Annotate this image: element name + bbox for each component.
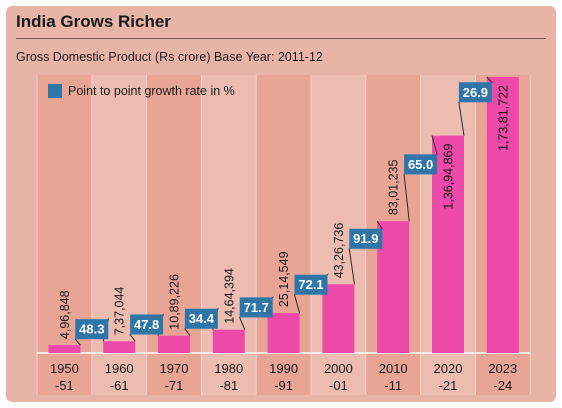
- growth-rate-label: 91.9: [353, 231, 378, 246]
- bar-value-label: 7,37,044: [113, 287, 127, 336]
- legend-label-growth: Point to point growth rate in %: [68, 84, 235, 98]
- x-tick-label: -81: [219, 378, 238, 393]
- x-tick-label: 2010: [379, 361, 408, 376]
- gdp-bar: [103, 341, 136, 353]
- growth-rate-label: 34.4: [189, 311, 215, 326]
- growth-rate-box: [184, 308, 218, 329]
- gdp-bar: [267, 313, 300, 353]
- x-tick-label: -01: [329, 378, 348, 393]
- x-tick-label: -71: [165, 378, 184, 393]
- growth-rate-box: [239, 297, 273, 318]
- bar-value-label: 14,64,394: [222, 268, 236, 324]
- x-tick-label: 1960: [105, 361, 134, 376]
- growth-rate-label: 48.3: [79, 322, 104, 337]
- bar-value-label: 1,36,94,869: [442, 144, 456, 210]
- growth-rate-label: 72.1: [298, 277, 323, 292]
- growth-rate-label: 65.0: [408, 157, 433, 172]
- growth-rate-label: 47.8: [134, 317, 159, 332]
- bar-value-label: 10,89,226: [168, 274, 182, 330]
- x-tick-label: -51: [55, 378, 74, 393]
- bar-value-label: 83,01,235: [387, 160, 401, 216]
- gdp-bar: [432, 135, 464, 353]
- title-divider: [16, 38, 546, 39]
- gdp-bar: [48, 345, 81, 353]
- gdp-bar: [486, 77, 519, 353]
- x-tick-label: 2020: [434, 361, 463, 376]
- x-tick-label: -21: [439, 378, 458, 393]
- growth-rate-label: 26.9: [463, 85, 488, 100]
- x-tick-label: 2023: [488, 361, 517, 376]
- gdp-bar: [212, 329, 245, 353]
- growth-rate-box: [349, 228, 383, 249]
- x-tick-label: -24: [493, 378, 512, 393]
- growth-rate-box: [75, 319, 109, 340]
- x-tick-label: 1970: [160, 361, 189, 376]
- chart-subtitle: Gross Domestic Product (Rs crore) Base Y…: [16, 50, 323, 64]
- x-tick-label: 1990: [269, 361, 298, 376]
- bar-value-label: 43,26,736: [332, 223, 346, 279]
- x-tick-label: 2000: [324, 361, 353, 376]
- growth-rate-box: [458, 82, 492, 103]
- gdp-bar: [322, 284, 355, 353]
- chart-title: India Grows Richer: [16, 12, 171, 31]
- gdp-bar: [158, 335, 190, 353]
- x-tick-label: -91: [274, 378, 293, 393]
- legend-swatch-growth: [48, 84, 62, 98]
- bar-value-label: 4,96,848: [58, 290, 72, 339]
- growth-rate-label: 71.7: [244, 300, 269, 315]
- x-tick-label: 1950: [50, 361, 79, 376]
- x-tick-label: -61: [110, 378, 129, 393]
- gdp-bar: [377, 221, 410, 353]
- growth-rate-box: [294, 274, 328, 295]
- growth-rate-box: [130, 314, 164, 335]
- x-tick-label: -11: [384, 378, 402, 393]
- growth-rate-box: [404, 154, 438, 175]
- bar-value-label: 25,14,549: [277, 251, 291, 307]
- chart-legend: Point to point growth rate in %: [48, 84, 235, 98]
- bar-value-label: 1,73,81,722: [496, 85, 510, 151]
- x-tick-label: 1980: [214, 361, 243, 376]
- column-band: [37, 75, 92, 395]
